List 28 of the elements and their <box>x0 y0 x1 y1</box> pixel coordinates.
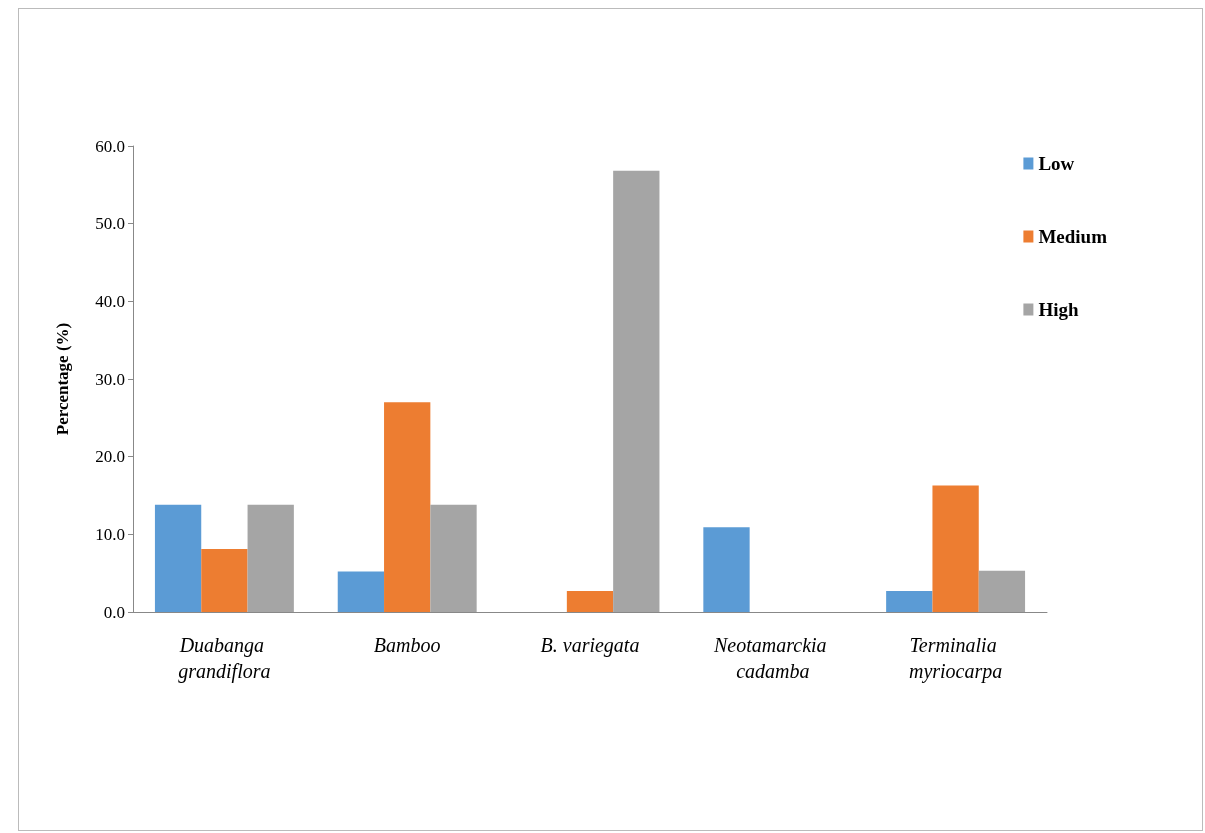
bar <box>932 485 979 612</box>
x-tick-label: Bamboo <box>373 634 441 656</box>
bar <box>703 527 750 612</box>
x-tick-label: Duabanga grandiflora <box>178 634 271 683</box>
legend-label: Low <box>1038 153 1075 174</box>
y-tick-label: 50.0 <box>95 214 125 234</box>
y-tick-label: 20.0 <box>95 447 125 467</box>
bar <box>566 591 614 612</box>
bar <box>201 549 248 612</box>
bar <box>613 170 660 612</box>
bar <box>978 570 1026 612</box>
bar <box>430 504 477 612</box>
y-tick-label: 30.0 <box>95 369 125 389</box>
y-tick-label: 60.0 <box>95 136 125 156</box>
bar <box>384 402 431 612</box>
y-axis-title: Percentage (%) <box>53 322 72 436</box>
y-tick-label: 0.0 <box>103 602 125 622</box>
bar <box>886 591 933 612</box>
y-tick-label: 40.0 <box>95 291 125 311</box>
legend-label: High <box>1038 299 1079 320</box>
legend-label: Medium <box>1038 226 1108 247</box>
x-tick-label: Terminalia myriocarpa <box>908 634 1003 683</box>
x-tick-label: Neotamarckia cadamba <box>713 634 832 682</box>
x-tick-label: B. variegata <box>540 634 640 657</box>
y-tick-label: 10.0 <box>95 524 125 544</box>
bar <box>247 504 294 612</box>
bar <box>154 504 202 612</box>
bar <box>337 571 385 612</box>
